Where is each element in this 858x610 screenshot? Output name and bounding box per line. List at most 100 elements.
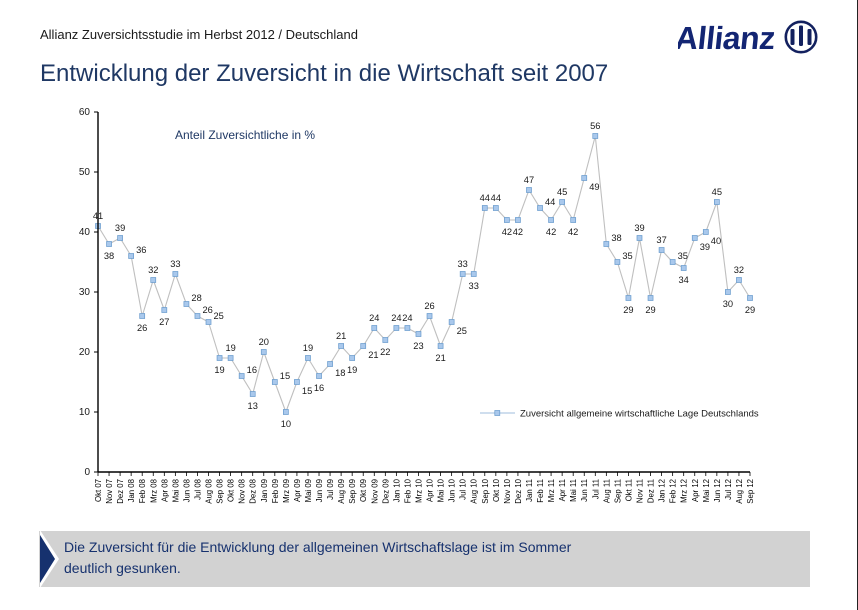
svg-text:Okt 08: Okt 08 — [227, 479, 236, 502]
svg-text:42: 42 — [568, 227, 578, 237]
svg-text:39: 39 — [115, 223, 125, 233]
svg-text:0: 0 — [84, 467, 90, 478]
svg-text:44: 44 — [545, 197, 555, 207]
svg-text:29: 29 — [645, 305, 655, 315]
svg-text:Jul 10: Jul 10 — [459, 478, 468, 499]
svg-text:21: 21 — [368, 350, 378, 360]
svg-text:Mai 08: Mai 08 — [171, 479, 180, 502]
svg-text:Feb 08: Feb 08 — [138, 479, 147, 503]
svg-text:Jan 12: Jan 12 — [658, 479, 667, 502]
svg-text:Mrz 12: Mrz 12 — [680, 479, 689, 503]
svg-text:42: 42 — [513, 227, 523, 237]
svg-text:33: 33 — [458, 259, 468, 269]
svg-text:19: 19 — [347, 365, 357, 375]
svg-text:Sep 08: Sep 08 — [216, 479, 225, 504]
svg-text:16: 16 — [314, 383, 324, 393]
svg-text:Mrz 08: Mrz 08 — [149, 479, 158, 503]
svg-text:Okt 07: Okt 07 — [94, 479, 103, 502]
svg-text:Jul 09: Jul 09 — [326, 479, 335, 500]
svg-text:29: 29 — [623, 305, 633, 315]
svg-text:20: 20 — [259, 337, 269, 347]
svg-text:45: 45 — [712, 187, 722, 197]
svg-text:21: 21 — [336, 331, 346, 341]
svg-text:37: 37 — [656, 235, 666, 245]
svg-text:Aug 10: Aug 10 — [470, 478, 479, 503]
svg-text:26: 26 — [137, 323, 147, 333]
svg-text:Jun 11: Jun 11 — [580, 479, 589, 502]
svg-text:Apr 09: Apr 09 — [293, 479, 302, 502]
svg-text:20: 20 — [79, 347, 91, 358]
svg-text:39: 39 — [700, 242, 710, 252]
svg-text:Jun 10: Jun 10 — [448, 478, 457, 502]
svg-text:32: 32 — [148, 265, 158, 275]
svg-text:Mai 11: Mai 11 — [569, 479, 578, 502]
svg-text:Nov 07: Nov 07 — [105, 479, 114, 504]
svg-text:29: 29 — [745, 305, 755, 315]
svg-text:25: 25 — [457, 326, 467, 336]
svg-text:49: 49 — [589, 182, 599, 192]
svg-text:19: 19 — [214, 365, 224, 375]
svg-text:Mrz 09: Mrz 09 — [282, 479, 291, 503]
svg-text:Okt 11: Okt 11 — [624, 479, 633, 501]
svg-text:30: 30 — [79, 287, 91, 298]
svg-text:Mai 12: Mai 12 — [702, 479, 711, 502]
svg-text:Jun 09: Jun 09 — [315, 479, 324, 502]
svg-text:Mrz 11: Mrz 11 — [547, 479, 556, 502]
svg-text:Feb 09: Feb 09 — [271, 479, 280, 503]
svg-text:35: 35 — [678, 251, 688, 261]
svg-text:45: 45 — [557, 187, 567, 197]
svg-text:42: 42 — [546, 227, 556, 237]
svg-text:Jan 10: Jan 10 — [392, 478, 401, 502]
svg-text:38: 38 — [611, 233, 621, 243]
svg-text:47: 47 — [524, 175, 534, 185]
svg-text:Apr 12: Apr 12 — [691, 479, 700, 502]
svg-text:Jul 12: Jul 12 — [724, 479, 733, 500]
svg-text:Dez 07: Dez 07 — [116, 479, 125, 504]
svg-text:60: 60 — [79, 107, 91, 118]
svg-text:Aug 08: Aug 08 — [205, 479, 214, 504]
svg-text:Okt 10: Okt 10 — [492, 478, 501, 502]
svg-text:Feb 12: Feb 12 — [669, 479, 678, 503]
svg-text:Jan 08: Jan 08 — [127, 479, 136, 502]
svg-text:27: 27 — [159, 317, 169, 327]
svg-text:Jan 11: Jan 11 — [525, 479, 534, 502]
svg-text:50: 50 — [79, 167, 91, 178]
svg-text:32: 32 — [734, 265, 744, 275]
svg-text:Sep 11: Sep 11 — [613, 479, 622, 503]
svg-text:26: 26 — [424, 301, 434, 311]
svg-text:Jun 12: Jun 12 — [713, 479, 722, 502]
svg-text:Nov 10: Nov 10 — [503, 478, 512, 503]
svg-text:24: 24 — [391, 313, 401, 323]
svg-text:10: 10 — [79, 407, 91, 418]
svg-text:24: 24 — [369, 313, 379, 323]
svg-text:Mai 10: Mai 10 — [437, 478, 446, 502]
svg-text:18: 18 — [335, 368, 345, 378]
svg-text:Apr 11: Apr 11 — [558, 479, 567, 501]
svg-text:15: 15 — [302, 386, 312, 396]
svg-text:33: 33 — [469, 281, 479, 291]
svg-text:Jul 11: Jul 11 — [591, 479, 600, 499]
svg-text:Mai 09: Mai 09 — [304, 479, 313, 502]
svg-text:16: 16 — [247, 365, 257, 375]
svg-text:Sep 09: Sep 09 — [348, 479, 357, 504]
svg-text:Dez 09: Dez 09 — [381, 479, 390, 504]
svg-text:Apr 10: Apr 10 — [426, 478, 435, 502]
svg-text:Apr 08: Apr 08 — [160, 479, 169, 502]
svg-text:Dez 10: Dez 10 — [514, 478, 523, 503]
svg-text:44: 44 — [491, 193, 501, 203]
svg-text:Nov 09: Nov 09 — [370, 479, 379, 504]
svg-text:Mrz 10: Mrz 10 — [414, 478, 423, 502]
svg-text:22: 22 — [380, 347, 390, 357]
svg-text:Aug 09: Aug 09 — [337, 479, 346, 504]
svg-text:19: 19 — [225, 343, 235, 353]
svg-text:Dez 11: Dez 11 — [647, 479, 656, 503]
svg-text:28: 28 — [191, 293, 201, 303]
svg-text:40: 40 — [79, 227, 91, 238]
svg-text:Jun 08: Jun 08 — [182, 479, 191, 502]
svg-text:Feb 10: Feb 10 — [403, 478, 412, 503]
svg-text:Dez 08: Dez 08 — [249, 479, 258, 504]
svg-text:34: 34 — [679, 275, 689, 285]
svg-text:56: 56 — [590, 121, 600, 131]
svg-text:19: 19 — [303, 343, 313, 353]
svg-text:40: 40 — [711, 236, 721, 246]
